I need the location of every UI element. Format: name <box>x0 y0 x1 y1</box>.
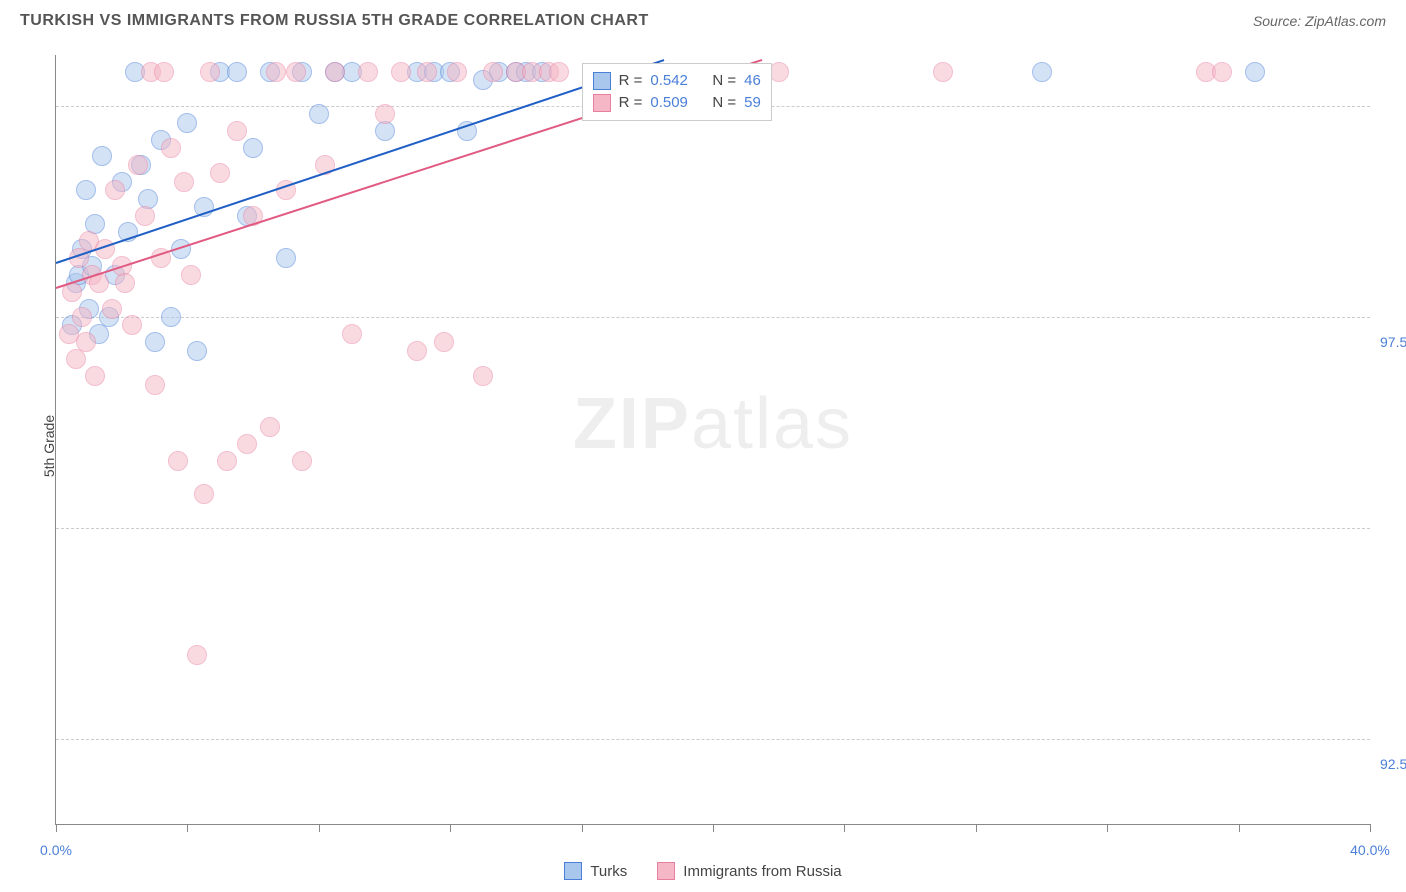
chart-header: TURKISH VS IMMIGRANTS FROM RUSSIA 5TH GR… <box>0 0 1406 38</box>
legend-item-russia: Immigrants from Russia <box>657 862 841 880</box>
grid-line <box>56 739 1370 740</box>
stats-swatch-icon <box>593 94 611 112</box>
data-point <box>447 62 467 82</box>
data-point <box>128 155 148 175</box>
legend-label: Immigrants from Russia <box>683 863 841 880</box>
stats-r-value: 0.542 <box>650 72 704 89</box>
x-tick <box>713 824 714 832</box>
data-point <box>210 163 230 183</box>
data-point <box>342 324 362 344</box>
data-point <box>154 62 174 82</box>
x-tick <box>976 824 977 832</box>
data-point <box>483 62 503 82</box>
bottom-legend: Turks Immigrants from Russia <box>0 862 1406 880</box>
data-point <box>177 113 197 133</box>
data-point <box>200 62 220 82</box>
data-point <box>145 332 165 352</box>
y-tick-label: 97.5% <box>1380 334 1406 350</box>
x-tick <box>56 824 57 832</box>
x-tick <box>1239 824 1240 832</box>
grid-line <box>56 317 1370 318</box>
data-point <box>260 417 280 437</box>
data-point <box>102 299 122 319</box>
data-point <box>76 180 96 200</box>
data-point <box>473 366 493 386</box>
stats-n-label: N = <box>712 94 736 111</box>
chart-source: Source: ZipAtlas.com <box>1253 13 1386 29</box>
x-tick <box>187 824 188 832</box>
x-tick <box>1107 824 1108 832</box>
legend-label: Turks <box>590 863 627 880</box>
data-point <box>286 62 306 82</box>
data-point <box>1032 62 1052 82</box>
data-point <box>549 62 569 82</box>
stats-n-label: N = <box>712 72 736 89</box>
data-point <box>391 62 411 82</box>
data-point <box>309 104 329 124</box>
data-point <box>266 62 286 82</box>
data-point <box>105 180 125 200</box>
data-point <box>237 434 257 454</box>
scatter-chart: ZIPatlas 92.5%97.5%0.0%40.0%R =0.542N =4… <box>55 55 1370 825</box>
data-point <box>358 62 378 82</box>
x-tick <box>582 824 583 832</box>
stats-r-label: R = <box>619 72 643 89</box>
stats-r-label: R = <box>619 94 643 111</box>
data-point <box>325 62 345 82</box>
data-point <box>115 273 135 293</box>
x-tick <box>844 824 845 832</box>
data-point <box>292 451 312 471</box>
data-point <box>217 451 237 471</box>
data-point <box>1245 62 1265 82</box>
x-tick <box>450 824 451 832</box>
data-point <box>85 366 105 386</box>
data-point <box>194 484 214 504</box>
x-tick <box>1370 824 1371 832</box>
stats-n-value: 59 <box>744 94 761 111</box>
data-point <box>168 451 188 471</box>
data-point <box>135 206 155 226</box>
data-point <box>181 265 201 285</box>
stats-row: R = 0.542 N = 46 <box>593 70 761 92</box>
data-point <box>145 375 165 395</box>
data-point <box>92 146 112 166</box>
data-point <box>375 104 395 124</box>
data-point <box>174 172 194 192</box>
stats-n-value: 46 <box>744 72 761 89</box>
legend-item-turks: Turks <box>564 862 627 880</box>
data-point <box>1212 62 1232 82</box>
data-point <box>76 332 96 352</box>
stats-row: R = 0.509 N = 59 <box>593 92 761 114</box>
data-point <box>434 332 454 352</box>
data-point <box>407 341 427 361</box>
data-point <box>187 341 207 361</box>
data-point <box>933 62 953 82</box>
data-point <box>417 62 437 82</box>
data-point <box>227 62 247 82</box>
grid-line <box>56 528 1370 529</box>
watermark: ZIPatlas <box>573 383 853 465</box>
stats-r-value: 0.509 <box>650 94 704 111</box>
x-tick-label: 0.0% <box>40 842 72 858</box>
legend-swatch-icon <box>564 862 582 880</box>
data-point <box>122 315 142 335</box>
data-point <box>227 121 247 141</box>
stats-swatch-icon <box>593 72 611 90</box>
y-tick-label: 92.5% <box>1380 756 1406 772</box>
data-point <box>187 645 207 665</box>
data-point <box>276 248 296 268</box>
data-point <box>161 307 181 327</box>
data-point <box>161 138 181 158</box>
stats-box: R = 0.542 N = 46 R = 0.509 N = 59 <box>582 63 772 121</box>
legend-swatch-icon <box>657 862 675 880</box>
data-point <box>66 349 86 369</box>
data-point <box>243 138 263 158</box>
x-tick <box>319 824 320 832</box>
data-point <box>72 307 92 327</box>
x-tick-label: 40.0% <box>1350 842 1390 858</box>
chart-title: TURKISH VS IMMIGRANTS FROM RUSSIA 5TH GR… <box>20 12 649 30</box>
